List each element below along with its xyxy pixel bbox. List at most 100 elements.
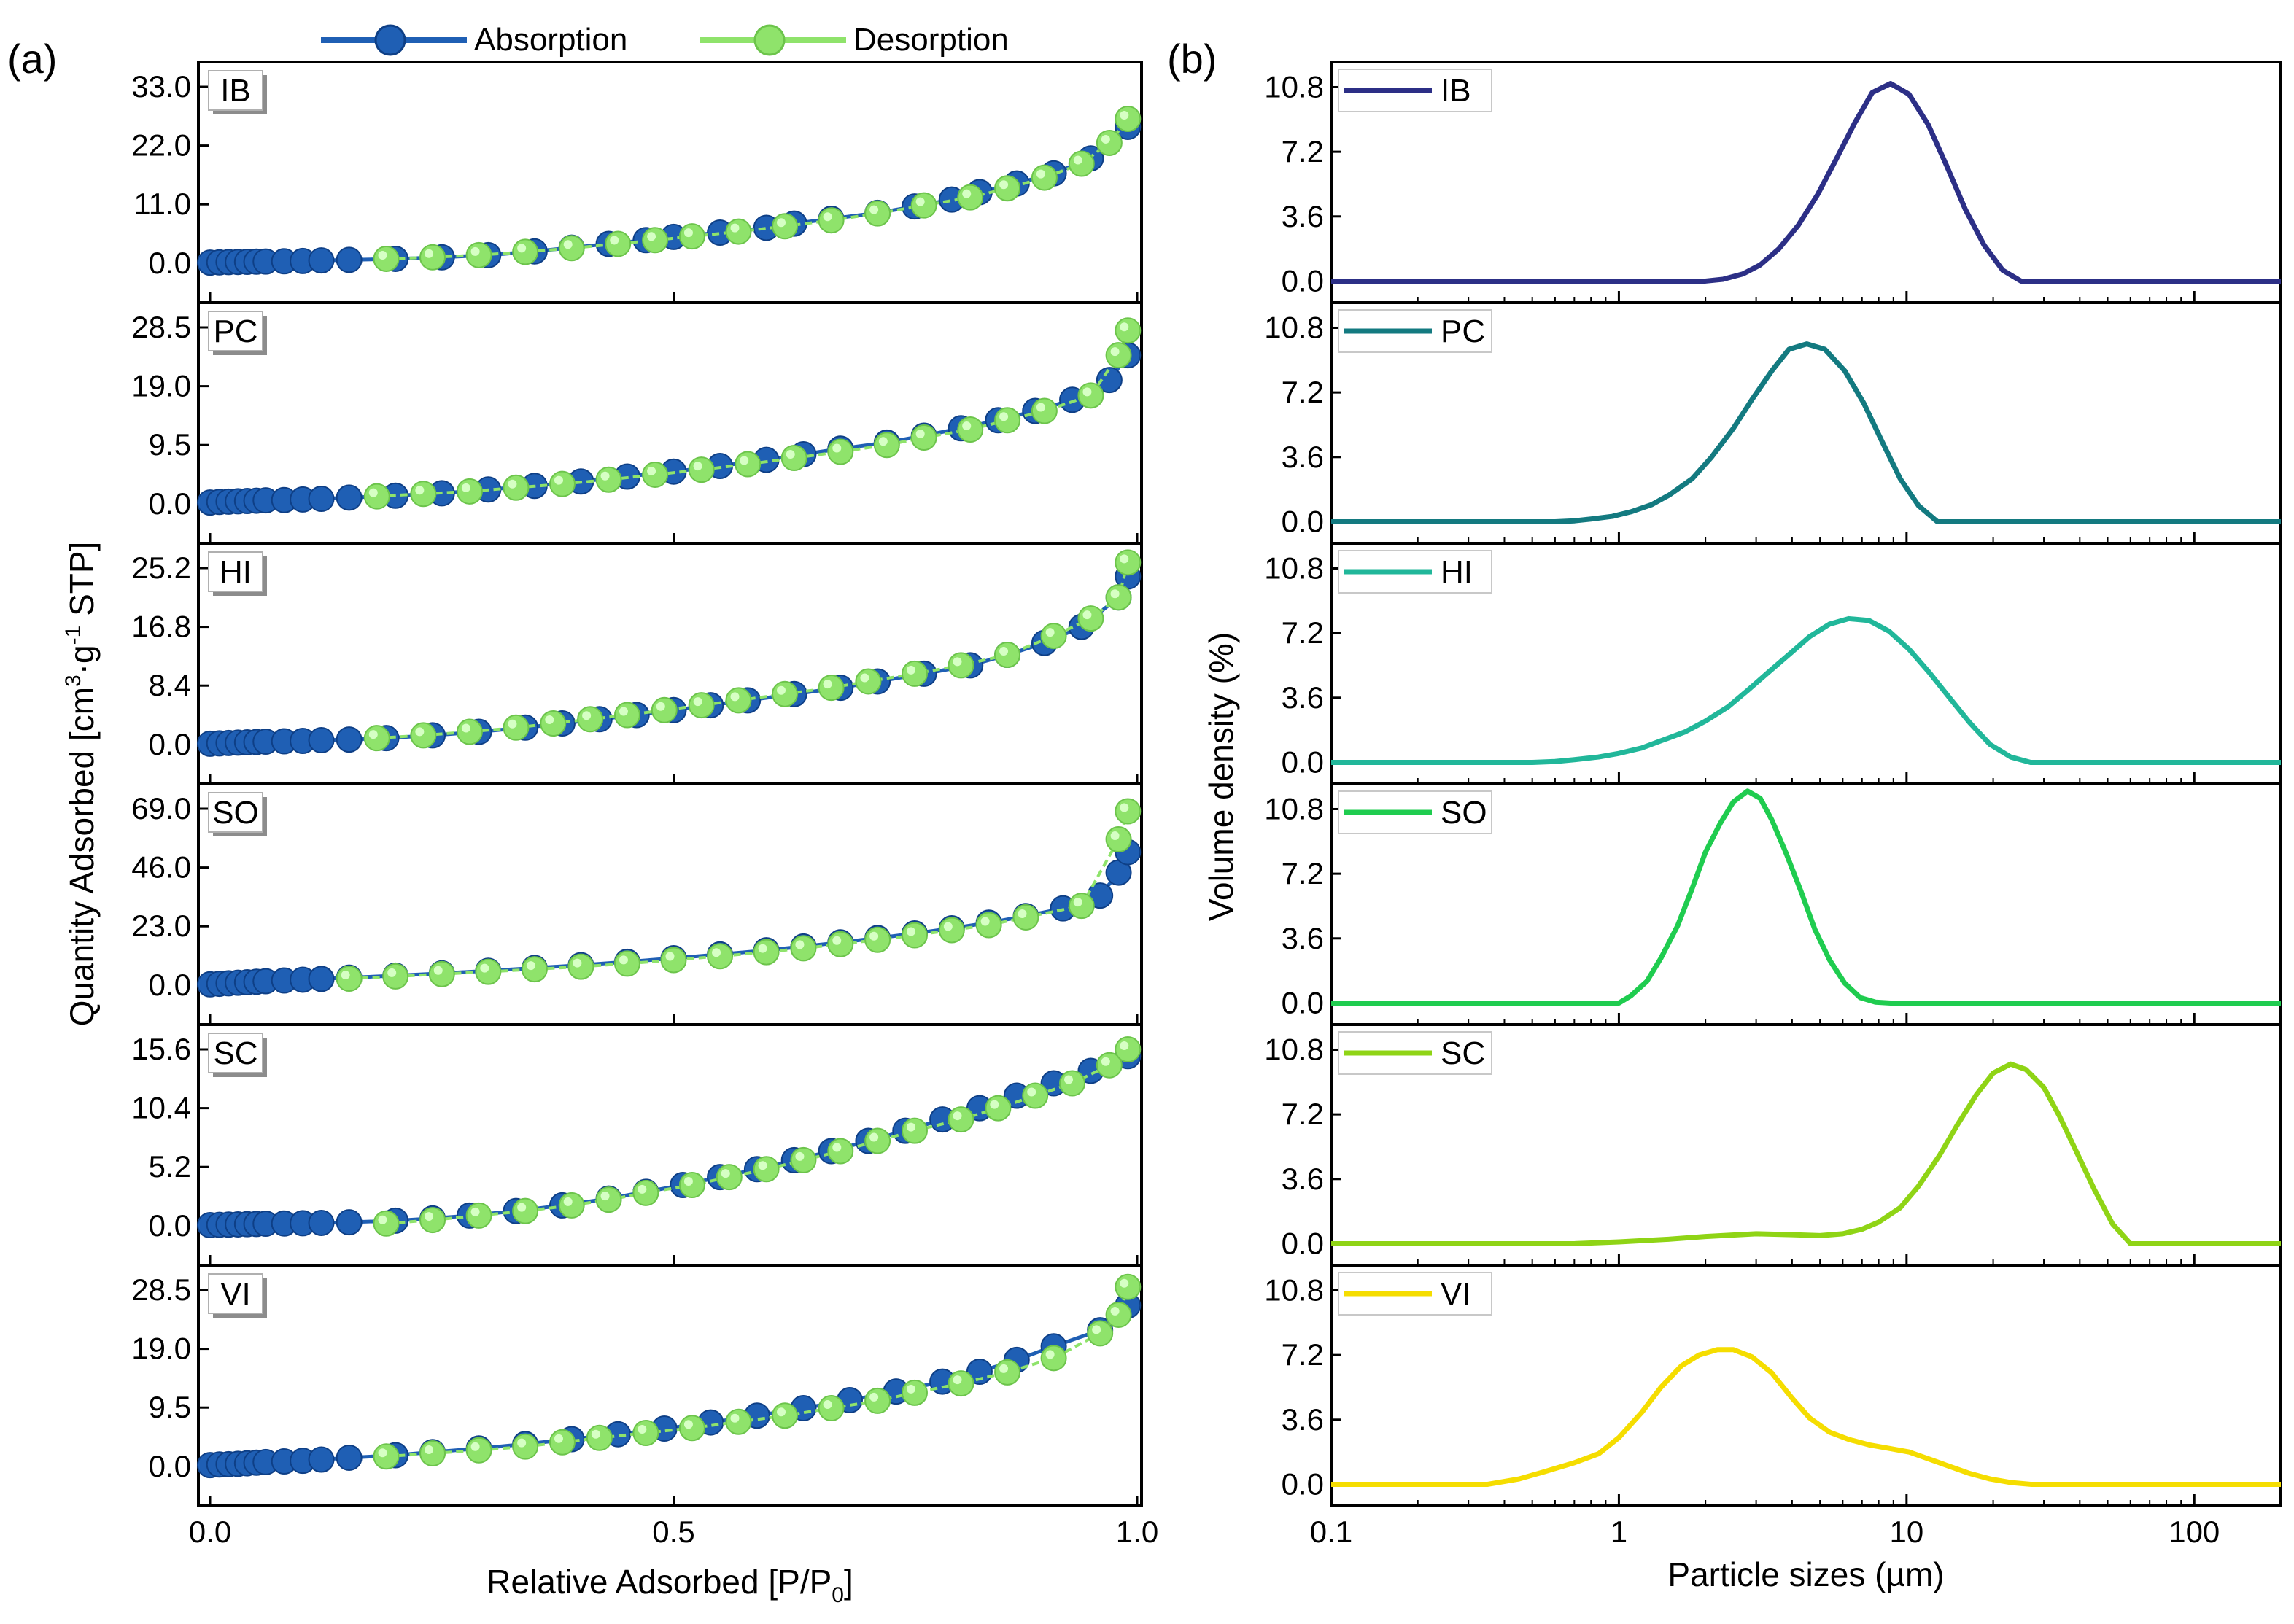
desorption-point bbox=[428, 960, 455, 987]
desorption-point bbox=[632, 1179, 659, 1206]
x-tick-label: 1.0 bbox=[1116, 1515, 1158, 1549]
desorption-point bbox=[790, 1146, 817, 1173]
desorption-point-highlight bbox=[823, 680, 832, 689]
psd-subplot-ib: 0.0 3.6 7.2 10.8 IB bbox=[1264, 61, 2282, 304]
series-legend-label: PC bbox=[1441, 314, 1485, 349]
desorption-point bbox=[465, 1437, 492, 1464]
desorption-point-highlight bbox=[433, 966, 443, 975]
desorption-point-highlight bbox=[638, 1184, 647, 1194]
desorption-point bbox=[632, 1420, 659, 1446]
y-tick-label: 0.0 bbox=[149, 1208, 191, 1243]
desorption-point bbox=[1115, 317, 1142, 344]
desorption-point bbox=[1031, 397, 1058, 424]
y-tick-label: 28.5 bbox=[131, 1273, 191, 1307]
desorption-point bbox=[1059, 1070, 1086, 1097]
x-axis-title: Relative Adsorbed [P/P0] bbox=[487, 1563, 853, 1607]
desorption-point-highlight bbox=[1110, 1306, 1120, 1316]
desorption-point bbox=[855, 668, 882, 695]
desorption-point bbox=[410, 481, 437, 508]
desorption-point-highlight bbox=[943, 922, 953, 931]
desorption-point-highlight bbox=[470, 246, 480, 256]
desorption-point-highlight bbox=[730, 223, 740, 233]
y-tick-label: 0.0 bbox=[1282, 1226, 1324, 1260]
absorption-legend-marker bbox=[374, 24, 406, 56]
desorption-point-highlight bbox=[758, 1161, 767, 1170]
sample-label: PC bbox=[213, 314, 257, 349]
y-axis-title-end: STP] bbox=[63, 542, 101, 626]
x-axis-title-main: Relative Adsorbed [P/P bbox=[487, 1563, 832, 1601]
desorption-point bbox=[419, 1440, 446, 1466]
desorption-point-highlight bbox=[1101, 1057, 1110, 1066]
psd-line bbox=[1331, 615, 2281, 765]
absorption-point bbox=[308, 486, 335, 513]
desorption-point-highlight bbox=[906, 665, 915, 675]
desorption-point bbox=[373, 1210, 400, 1237]
desorption-point-highlight bbox=[470, 1207, 480, 1216]
desorption-point-highlight bbox=[368, 730, 378, 739]
y-axis-title-sup: -1 bbox=[61, 626, 85, 645]
sample-label: IB bbox=[220, 73, 251, 109]
desorption-point bbox=[901, 922, 928, 949]
absorption-point bbox=[308, 1446, 335, 1473]
desorption-point-highlight bbox=[1120, 803, 1129, 812]
desorption-point-highlight bbox=[563, 240, 573, 249]
sample-label: SO bbox=[212, 795, 259, 831]
desorption-point-highlight bbox=[619, 707, 628, 716]
desorption-point-highlight bbox=[425, 1445, 434, 1454]
desorption-point-highlight bbox=[869, 1132, 879, 1142]
desorption-point bbox=[382, 963, 409, 990]
desorption-point-highlight bbox=[461, 483, 470, 492]
psd-subplot-so: 0.0 3.6 7.2 10.8 SO bbox=[1264, 782, 2282, 1026]
desorption-point-highlight bbox=[777, 218, 786, 228]
desorption-point-highlight bbox=[591, 1429, 600, 1439]
desorption-point bbox=[503, 714, 530, 741]
series-legend: Absorption Desorption bbox=[321, 22, 1009, 58]
desorption-point-highlight bbox=[638, 1425, 647, 1434]
desorption-point-highlight bbox=[582, 711, 592, 720]
desorption-point-highlight bbox=[545, 715, 554, 725]
desorption-point bbox=[948, 1106, 974, 1133]
particle-size-panel: 0.0 3.6 7.2 10.8 IB 0.0 3.6 7.2 10.8 PC 0.0 3.6 7.2 1… bbox=[1202, 61, 2282, 1593]
psd-subplot-pc: 0.0 3.6 7.2 10.8 PC bbox=[1264, 301, 2282, 545]
isotherm-subplot-hi: 0.0 8.4 16.8 25.2 HI bbox=[131, 542, 1143, 785]
desorption-point bbox=[1068, 150, 1095, 177]
desorption-point bbox=[938, 917, 965, 944]
y-tick-label: 3.6 bbox=[1282, 1162, 1324, 1196]
desorption-point bbox=[678, 1172, 705, 1199]
desorption-point bbox=[660, 947, 687, 974]
desorption-point-highlight bbox=[832, 936, 842, 945]
y-tick-label: 7.2 bbox=[1282, 856, 1324, 890]
desorption-point-highlight bbox=[777, 1407, 786, 1417]
desorption-point-highlight bbox=[1120, 1278, 1129, 1288]
psd-subplot-sc: 0.0 3.6 7.2 10.8 SC bbox=[1264, 1023, 2282, 1267]
desorption-point-highlight bbox=[517, 1203, 527, 1212]
sample-label: VI bbox=[220, 1276, 251, 1312]
desorption-point-highlight bbox=[1073, 155, 1082, 165]
desorption-point-highlight bbox=[610, 236, 619, 245]
desorption-point bbox=[475, 958, 502, 985]
x-tick-label: 100 bbox=[2169, 1515, 2220, 1549]
desorption-point bbox=[1105, 1301, 1132, 1328]
desorption-point bbox=[827, 438, 854, 465]
desorption-point bbox=[558, 1192, 585, 1219]
absorption-point bbox=[336, 726, 363, 753]
desorption-point bbox=[1096, 129, 1123, 156]
y-tick-label: 7.2 bbox=[1282, 375, 1324, 409]
y-tick-label: 15.6 bbox=[131, 1032, 191, 1066]
y-tick-label: 0.0 bbox=[1282, 504, 1324, 538]
y-tick-label: 25.2 bbox=[131, 551, 191, 585]
desorption-point bbox=[419, 244, 446, 271]
sample-label-box bbox=[208, 1273, 263, 1314]
desorption-point bbox=[957, 416, 984, 443]
desorption-point bbox=[419, 1207, 446, 1234]
desorption-point-highlight bbox=[869, 1392, 879, 1402]
desorption-point bbox=[642, 461, 669, 488]
desorption-point bbox=[994, 641, 1021, 668]
x-axis-title-sub: 0 bbox=[832, 1583, 844, 1607]
y-tick-label: 0.0 bbox=[149, 968, 191, 1002]
desorption-point-highlight bbox=[1036, 169, 1045, 179]
y-axis-title-main: Quantity Adsorbed [cm bbox=[63, 687, 101, 1026]
series-legend-label: HI bbox=[1441, 554, 1473, 590]
desorption-point bbox=[595, 466, 622, 493]
desorption-point bbox=[1115, 1273, 1142, 1300]
